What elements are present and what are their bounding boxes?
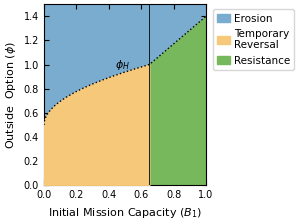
Text: $\phi_H$: $\phi_H$ [115, 58, 130, 72]
Legend: Erosion, Temporary
Reversal, Resistance: Erosion, Temporary Reversal, Resistance [213, 9, 294, 70]
Y-axis label: Outside  Option ($\phi$): Outside Option ($\phi$) [4, 41, 18, 149]
X-axis label: Initial Mission Capacity ($B_1$): Initial Mission Capacity ($B_1$) [48, 206, 202, 220]
